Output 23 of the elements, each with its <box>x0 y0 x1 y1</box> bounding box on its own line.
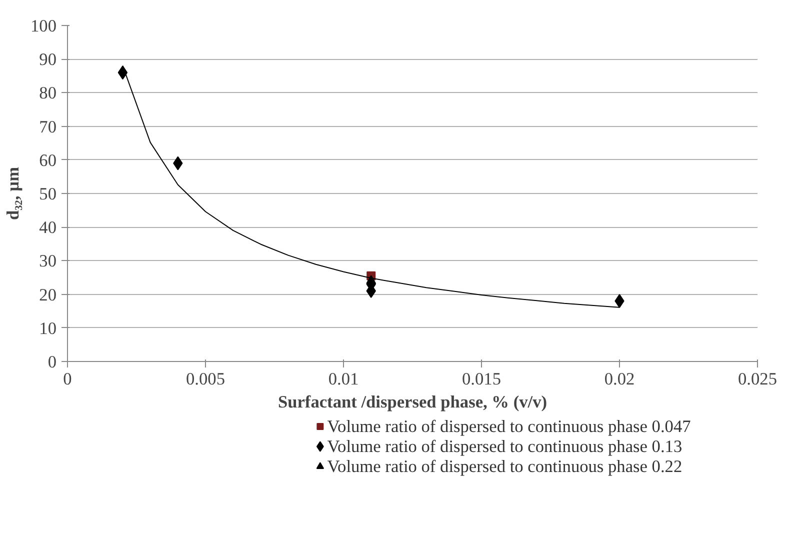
y-tick-label: 0 <box>48 352 57 372</box>
x-tick-label: 0.02 <box>604 370 635 388</box>
y-tick-label: 100 <box>30 16 57 36</box>
legend-label: Volume ratio of dispersed to continuous phase 0.047 <box>327 417 692 436</box>
y-tick-label: 80 <box>39 84 56 103</box>
x-tick-label: 0 <box>63 370 72 388</box>
y-tick-label: 10 <box>39 318 56 338</box>
y-tick-label: 30 <box>39 252 56 271</box>
legend-label: Volume ratio of dispersed to continuous phase 0.13 <box>327 437 682 456</box>
y-axis-title: d₃₂, µm <box>4 166 23 220</box>
x-axis-title: Surfactant /dispersed phase, % (v/v) <box>278 392 548 412</box>
y-tick-label: 50 <box>39 184 56 204</box>
legend-label: Volume ratio of dispersed to continuous phase 0.22 <box>327 457 682 476</box>
point <box>366 275 376 284</box>
y-tick-label: 40 <box>39 218 56 238</box>
x-tick-label: 0.025 <box>738 370 778 388</box>
y-tick-label: 20 <box>39 285 56 304</box>
x-tick-label: 0.015 <box>462 370 502 388</box>
x-tick-label: 0.005 <box>186 370 226 388</box>
y-tick-label: 90 <box>39 50 56 70</box>
y-tick-label: 60 <box>39 150 56 170</box>
x-tick-label: 0.01 <box>328 370 359 388</box>
y-tick-label: 70 <box>39 117 56 136</box>
